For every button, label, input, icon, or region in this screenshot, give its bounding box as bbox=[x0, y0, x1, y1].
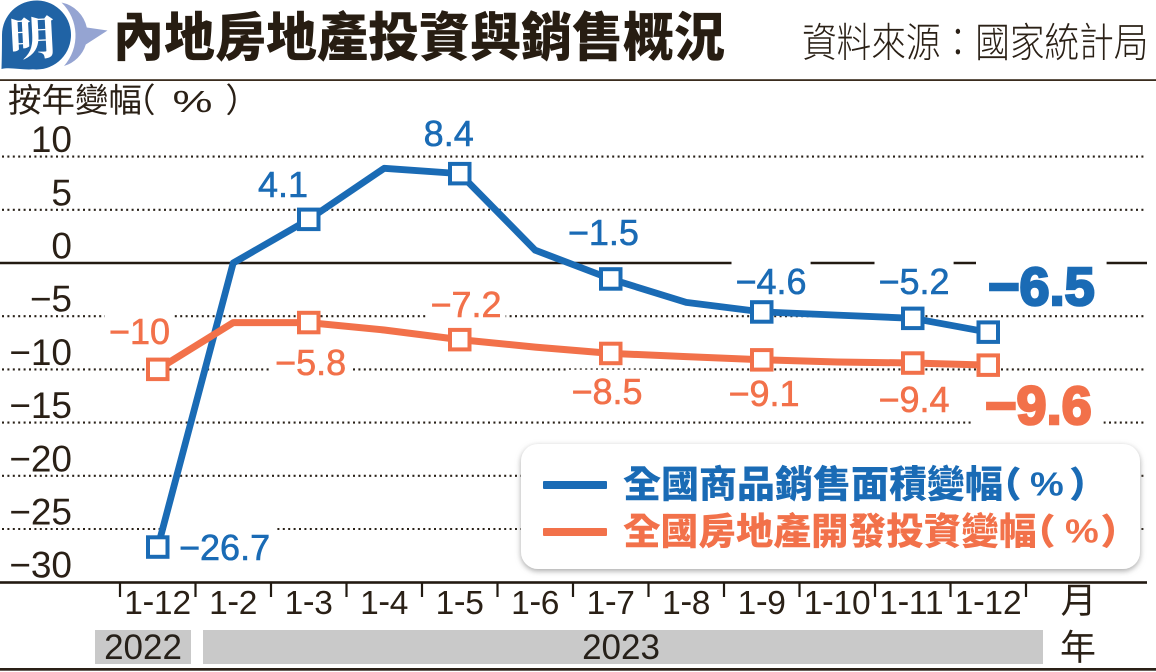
svg-text:−30: −30 bbox=[9, 545, 72, 586]
svg-text:12: 12 bbox=[984, 585, 1021, 622]
svg-text:10: 10 bbox=[833, 585, 870, 622]
svg-text:−7.2: −7.2 bbox=[430, 284, 501, 325]
svg-text:−4.6: −4.6 bbox=[735, 261, 806, 302]
svg-text:0: 0 bbox=[51, 226, 72, 267]
svg-text:−9.4: −9.4 bbox=[878, 379, 949, 420]
svg-text:−9.1: −9.1 bbox=[728, 373, 799, 414]
svg-text:3: 3 bbox=[314, 585, 333, 622]
svg-text:−8.5: −8.5 bbox=[571, 371, 642, 412]
svg-text:9: 9 bbox=[767, 585, 786, 622]
svg-text:1: 1 bbox=[209, 585, 228, 622]
svg-text:8: 8 bbox=[692, 585, 711, 622]
svg-text:2: 2 bbox=[239, 585, 258, 622]
svg-text:1: 1 bbox=[879, 585, 898, 622]
svg-text:5: 5 bbox=[465, 585, 484, 622]
svg-text:−5.2: −5.2 bbox=[878, 261, 949, 302]
svg-text:4.1: 4.1 bbox=[258, 164, 308, 205]
svg-text:1: 1 bbox=[662, 585, 681, 622]
svg-text:1: 1 bbox=[738, 585, 757, 622]
svg-text:6: 6 bbox=[541, 585, 560, 622]
svg-text:11: 11 bbox=[909, 585, 944, 622]
svg-text:1: 1 bbox=[124, 585, 143, 622]
svg-text:1: 1 bbox=[587, 585, 606, 622]
svg-text:−15: −15 bbox=[9, 385, 72, 426]
svg-text:%: % bbox=[1030, 466, 1064, 503]
svg-text:−5.8: −5.8 bbox=[275, 342, 346, 383]
svg-text:−20: −20 bbox=[9, 438, 72, 479]
svg-text:−6.5: −6.5 bbox=[988, 257, 1095, 317]
svg-text:−25: −25 bbox=[9, 492, 72, 533]
svg-text:1: 1 bbox=[285, 585, 304, 622]
svg-text:2022: 2022 bbox=[104, 628, 182, 667]
svg-text:−1.5: −1.5 bbox=[568, 212, 639, 253]
svg-text:−10: −10 bbox=[9, 332, 72, 373]
svg-text:−5: −5 bbox=[30, 279, 72, 320]
svg-text:1: 1 bbox=[436, 585, 455, 622]
svg-text:−10: −10 bbox=[109, 311, 170, 352]
svg-text:%: % bbox=[173, 85, 213, 120]
svg-text:12: 12 bbox=[154, 585, 191, 622]
svg-text:7: 7 bbox=[616, 585, 635, 622]
svg-text:−9.6: −9.6 bbox=[985, 376, 1092, 436]
svg-text:%: % bbox=[1065, 513, 1099, 550]
svg-text:4: 4 bbox=[390, 585, 409, 622]
svg-text:5: 5 bbox=[51, 172, 72, 213]
svg-text:2023: 2023 bbox=[582, 628, 660, 667]
svg-text:10: 10 bbox=[31, 119, 72, 160]
svg-text:1: 1 bbox=[804, 585, 823, 622]
svg-text:1: 1 bbox=[360, 585, 379, 622]
svg-text:1: 1 bbox=[955, 585, 974, 622]
svg-text:8.4: 8.4 bbox=[424, 113, 474, 154]
svg-text:−26.7: −26.7 bbox=[179, 527, 270, 568]
svg-text:1: 1 bbox=[511, 585, 530, 622]
